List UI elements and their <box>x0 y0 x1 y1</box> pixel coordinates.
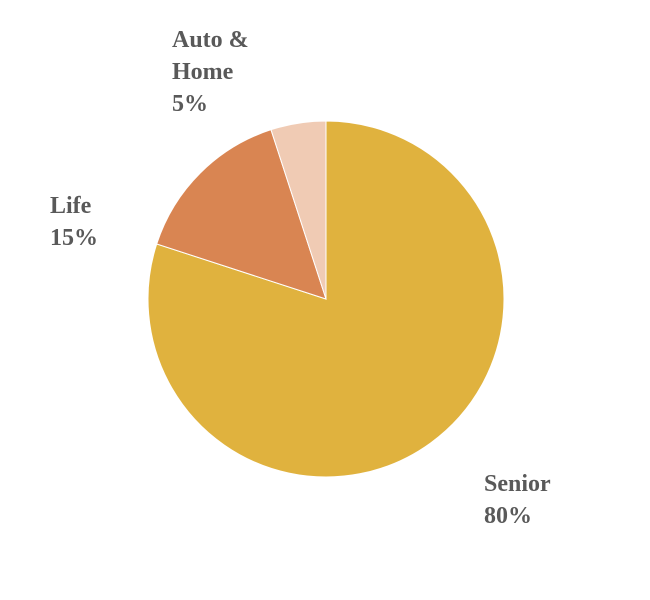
pie-slice-auto-home <box>270 120 327 300</box>
pie-slices <box>147 120 505 478</box>
pie-slice-life <box>156 129 327 300</box>
slice-value-auto-home: 5% <box>172 91 208 117</box>
slice-name-senior: Senior <box>484 471 551 497</box>
slice-label-life: Life 15% <box>50 190 98 254</box>
slice-label-auto-home: Auto & Home 5% <box>172 24 249 120</box>
slice-name-auto-line2: Home <box>172 59 234 85</box>
slice-value-senior: 80% <box>484 503 532 529</box>
slice-value-life: 15% <box>50 225 98 251</box>
slice-name-auto-line1: Auto & <box>172 27 249 53</box>
slice-name-life: Life <box>50 193 92 219</box>
slice-label-senior: Senior 80% <box>484 468 551 532</box>
pie-slice-senior <box>147 120 505 478</box>
